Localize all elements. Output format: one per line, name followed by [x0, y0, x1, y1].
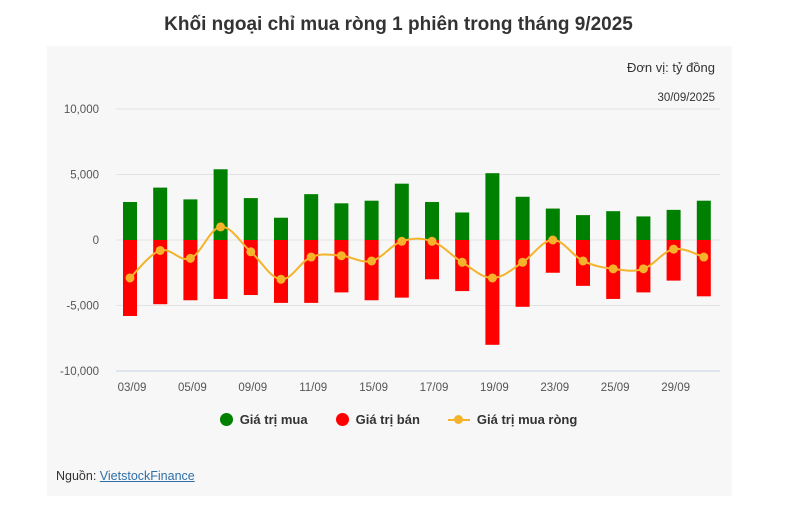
- legend-buy-marker: [219, 413, 233, 426]
- bar-sell: [545, 240, 560, 273]
- x-tick-label: 15/09: [359, 382, 388, 394]
- bar-buy: [334, 203, 349, 240]
- legend-sell-marker: [335, 413, 349, 426]
- source-prefix: Nguồn:: [56, 469, 100, 483]
- source-link[interactable]: VietstockFinance: [99, 469, 195, 483]
- net-point: [487, 273, 497, 283]
- legend-item-net[interactable]: Giá trị mua ròng: [447, 412, 578, 427]
- bar-buy: [394, 183, 409, 240]
- y-tick-label: 10,000: [64, 104, 99, 116]
- bar-sell: [425, 240, 439, 280]
- y-axis-ticks: 10,000 5,000 0 -5,000 -10,000: [60, 104, 99, 378]
- bar-buy: [485, 173, 500, 240]
- net-point: [155, 245, 165, 255]
- bar-buy: [213, 169, 228, 240]
- net-point: [457, 257, 467, 267]
- legend-net-marker: [447, 413, 470, 426]
- y-tick-label: -5,000: [66, 301, 99, 313]
- bar-buy: [425, 202, 439, 240]
- bar-buy: [666, 209, 681, 240]
- bar-buy: [153, 187, 168, 240]
- net-point: [246, 247, 256, 257]
- net-point: [578, 256, 588, 266]
- x-tick-label: 09/09: [238, 382, 267, 394]
- net-point: [699, 252, 709, 262]
- bar-buy: [576, 215, 590, 240]
- net-line: [125, 222, 709, 284]
- net-point: [336, 251, 346, 261]
- legend-item-buy[interactable]: Giá trị mua: [219, 412, 308, 427]
- chart-title: Khối ngoại chỉ mua ròng 1 phiên trong th…: [164, 14, 633, 35]
- net-point: [608, 264, 618, 274]
- x-tick-label: 19/09: [480, 382, 509, 394]
- bar-buy: [606, 211, 621, 240]
- net-point: [367, 256, 377, 266]
- legend-sell-label: Giá trị bán: [355, 412, 420, 427]
- unit-label: Đơn vị: tỷ đồng: [626, 60, 715, 75]
- legend: Giá trị mua Giá trị bán Giá trị mua ròng: [0, 412, 797, 427]
- bar-sell: [394, 240, 409, 298]
- net-point: [397, 236, 407, 246]
- bar-buy: [545, 208, 560, 240]
- bars: [123, 169, 711, 345]
- source-note: Nguồn: VietstockFinance: [56, 469, 195, 483]
- net-point: [669, 244, 679, 254]
- bar-buy: [364, 200, 379, 240]
- bar-sell: [153, 240, 168, 305]
- bar-sell: [183, 240, 198, 301]
- x-tick-label: 17/09: [420, 382, 449, 394]
- net-point: [216, 222, 226, 232]
- legend-buy-label: Giá trị mua: [239, 412, 308, 427]
- net-point: [427, 236, 437, 246]
- legend-item-sell[interactable]: Giá trị bán: [335, 412, 420, 427]
- bar-buy: [515, 196, 530, 240]
- y-tick-label: 0: [93, 235, 99, 247]
- x-tick-label: 05/09: [178, 382, 207, 394]
- y-tick-label: -10,000: [60, 366, 99, 378]
- bar-buy: [455, 212, 470, 240]
- bar-sell: [213, 240, 228, 299]
- bar-buy: [123, 202, 137, 240]
- net-point: [638, 264, 648, 274]
- bar-buy: [183, 199, 198, 240]
- x-axis-ticks: 03/09 05/09 09/09 11/09 15/09 17/09 19/09 23/09…: [118, 382, 690, 394]
- bar-sell: [364, 240, 379, 301]
- date-label: 30/09/2025: [657, 92, 715, 104]
- net-point: [276, 274, 286, 284]
- x-tick-label: 23/09: [540, 382, 569, 394]
- net-point: [125, 273, 135, 283]
- net-point: [518, 257, 528, 267]
- y-tick-label: 5,000: [70, 170, 99, 182]
- net-point: [185, 253, 195, 263]
- x-tick-label: 29/09: [661, 382, 690, 394]
- bar-sell: [334, 240, 349, 293]
- bar-buy: [243, 198, 258, 240]
- x-tick-label: 25/09: [601, 382, 630, 394]
- legend-net-label: Giá trị mua ròng: [476, 412, 578, 427]
- bar-sell: [274, 240, 288, 303]
- bar-buy: [636, 216, 651, 240]
- x-tick-label: 03/09: [118, 382, 147, 394]
- bar-buy: [304, 194, 319, 240]
- bar-sell: [304, 240, 319, 303]
- net-point: [548, 235, 558, 245]
- bar-buy: [274, 217, 288, 240]
- bar-sell: [696, 240, 711, 297]
- net-point: [306, 252, 316, 262]
- x-tick-label: 11/09: [299, 382, 327, 394]
- bar-sell: [485, 240, 500, 345]
- bar-buy: [696, 200, 711, 240]
- bar-sell: [515, 240, 530, 307]
